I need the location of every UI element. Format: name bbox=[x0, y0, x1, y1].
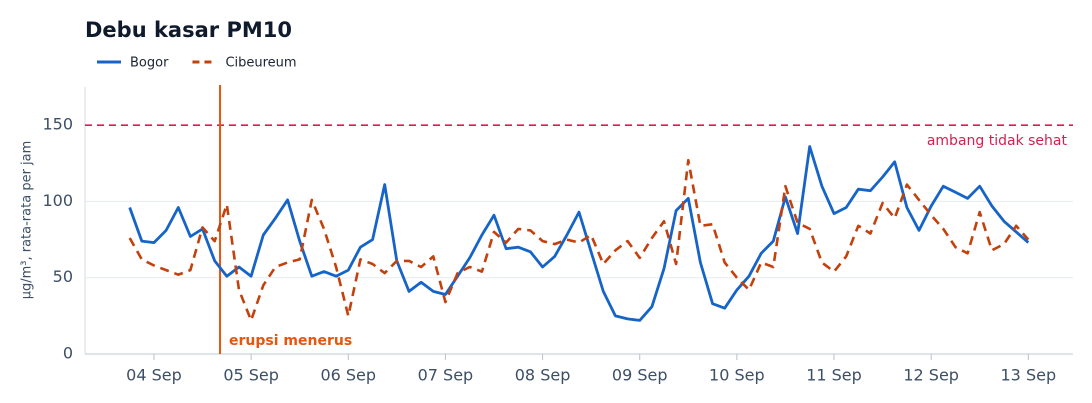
x-tick-label: 07 Sep bbox=[418, 366, 474, 385]
y-axis-label: µg/m³, rata-rata per jam bbox=[20, 141, 35, 300]
y-tick-label: 100 bbox=[42, 191, 73, 210]
series-line bbox=[128, 145, 1030, 322]
event-label: erupsi menerus bbox=[229, 333, 352, 349]
chart-title: Debu kasar PM10 bbox=[85, 18, 292, 42]
x-tick-label: 09 Sep bbox=[612, 366, 668, 385]
x-tick-label: 04 Sep bbox=[126, 366, 182, 385]
x-tick-label: 11 Sep bbox=[806, 366, 862, 385]
y-tick-label: 150 bbox=[42, 115, 73, 134]
x-tick-label: 12 Sep bbox=[903, 366, 959, 385]
x-tick-label: 05 Sep bbox=[223, 366, 279, 385]
y-tick-label: 0 bbox=[63, 344, 73, 363]
x-tick-label: 13 Sep bbox=[1001, 366, 1057, 385]
y-tick-label: 50 bbox=[53, 267, 73, 286]
x-tick-label: 08 Sep bbox=[515, 366, 571, 385]
series-line bbox=[128, 158, 1030, 322]
legend-label: Bogor bbox=[130, 56, 169, 71]
threshold-label: ambang tidak sehat bbox=[927, 133, 1068, 149]
x-tick-label: 10 Sep bbox=[709, 366, 765, 385]
x-tick-label: 06 Sep bbox=[320, 366, 376, 385]
legend-label: Cibeureum bbox=[225, 56, 296, 71]
